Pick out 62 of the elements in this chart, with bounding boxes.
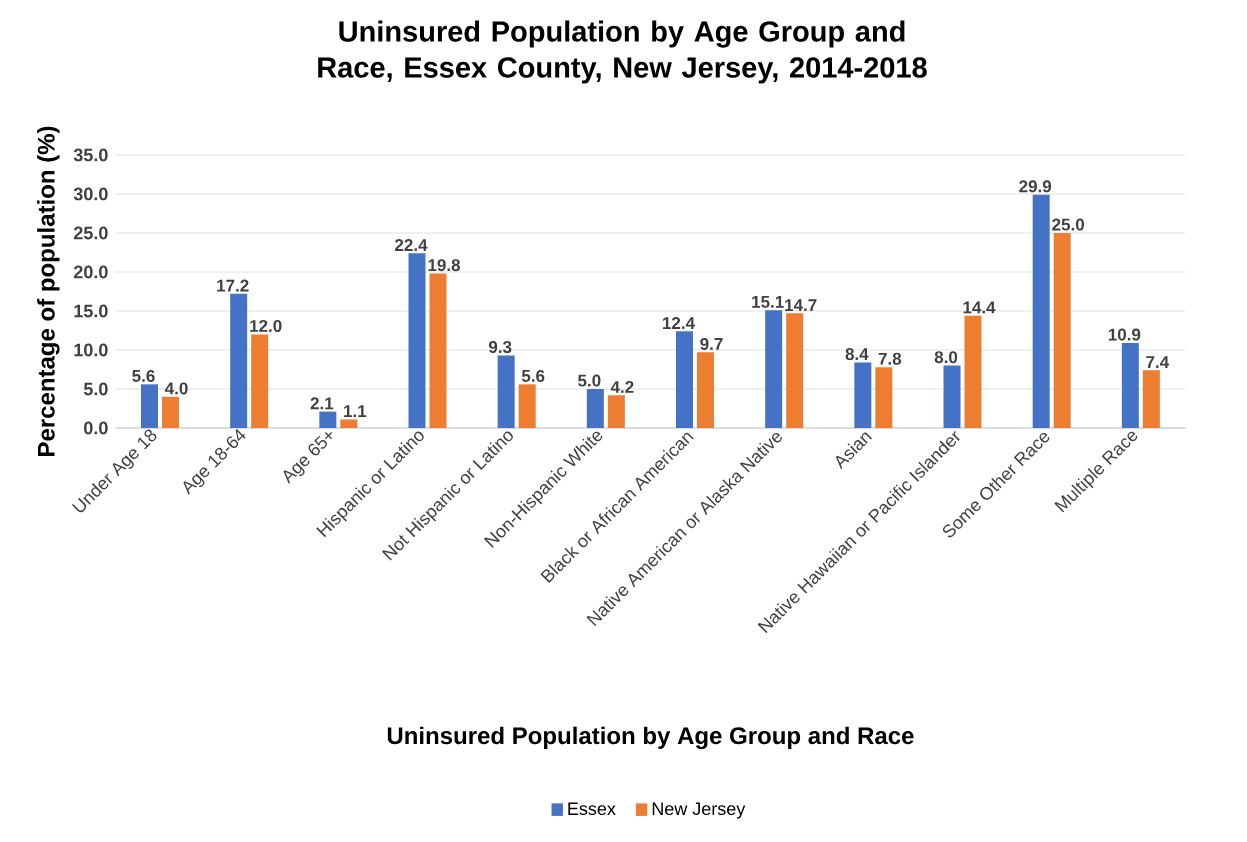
bar <box>875 367 893 428</box>
bar <box>607 395 625 428</box>
data-label: 12.0 <box>250 319 282 332</box>
data-label: 15.1 <box>752 295 784 308</box>
data-label: 14.7 <box>785 299 817 311</box>
data-label: 4.2 <box>610 380 634 393</box>
data-label: 19.8 <box>428 259 461 272</box>
bar <box>964 315 982 428</box>
bar <box>765 310 783 428</box>
data-label: 14.4 <box>963 301 996 314</box>
bar <box>1142 370 1160 428</box>
data-label: 5.0 <box>578 374 601 387</box>
bar <box>697 352 715 428</box>
data-label: 29.9 <box>1019 180 1052 193</box>
data-label: 10.9 <box>1108 328 1141 341</box>
y-tick-label: 30.0 <box>73 187 108 201</box>
bar <box>340 419 358 428</box>
legend-label: Essex <box>568 802 616 816</box>
data-label: 2.1 <box>310 397 334 410</box>
data-label: 9.7 <box>700 337 723 350</box>
y-tick-label: 20.0 <box>73 265 108 279</box>
legend-label: New Jersey <box>652 802 746 819</box>
bar <box>943 365 961 428</box>
bar <box>162 396 180 428</box>
bar <box>586 389 604 428</box>
bar <box>230 293 248 428</box>
bar <box>1032 194 1050 428</box>
data-label: 5.6 <box>521 369 545 382</box>
bar <box>429 273 447 428</box>
y-tick-label: 5.0 <box>83 382 108 396</box>
y-tick-label: 0.0 <box>84 421 108 435</box>
data-label: 7.8 <box>878 352 902 365</box>
y-axis-title: Percentage of population (%) <box>37 126 60 456</box>
data-label: 1.1 <box>344 405 367 418</box>
data-label: 7.4 <box>1146 356 1170 368</box>
data-label: 12.4 <box>663 317 695 329</box>
data-label: 5.6 <box>132 369 155 382</box>
y-tick-label: 35.0 <box>73 148 108 162</box>
bar <box>497 355 515 428</box>
data-label: 9.3 <box>488 341 512 354</box>
bar <box>786 313 804 428</box>
x-axis-title: Uninsured Population by Age Group and Race <box>387 726 914 750</box>
bar <box>1121 342 1139 428</box>
bar <box>408 253 426 428</box>
data-label: 25.0 <box>1052 218 1085 231</box>
y-tick-label: 25.0 <box>73 226 108 240</box>
x-tick-label: Age 65+ <box>283 432 333 484</box>
bar <box>676 331 694 428</box>
bar <box>1053 233 1071 428</box>
data-label: 8.0 <box>934 351 958 364</box>
bar <box>854 362 872 428</box>
y-tick-label: 15.0 <box>74 304 108 318</box>
y-tick-label: 10.0 <box>74 343 108 357</box>
bar <box>141 384 159 428</box>
data-label: 22.4 <box>395 239 428 251</box>
data-label: 17.2 <box>217 279 249 292</box>
bar <box>319 411 337 428</box>
data-label: 8.4 <box>845 348 869 361</box>
data-label: 4.0 <box>164 382 188 395</box>
bar <box>518 384 536 428</box>
chart-title: Uninsured Population by Age Group and Race, Essex County, New Jersey, 2014-2018 <box>318 20 927 84</box>
bar <box>251 334 269 428</box>
